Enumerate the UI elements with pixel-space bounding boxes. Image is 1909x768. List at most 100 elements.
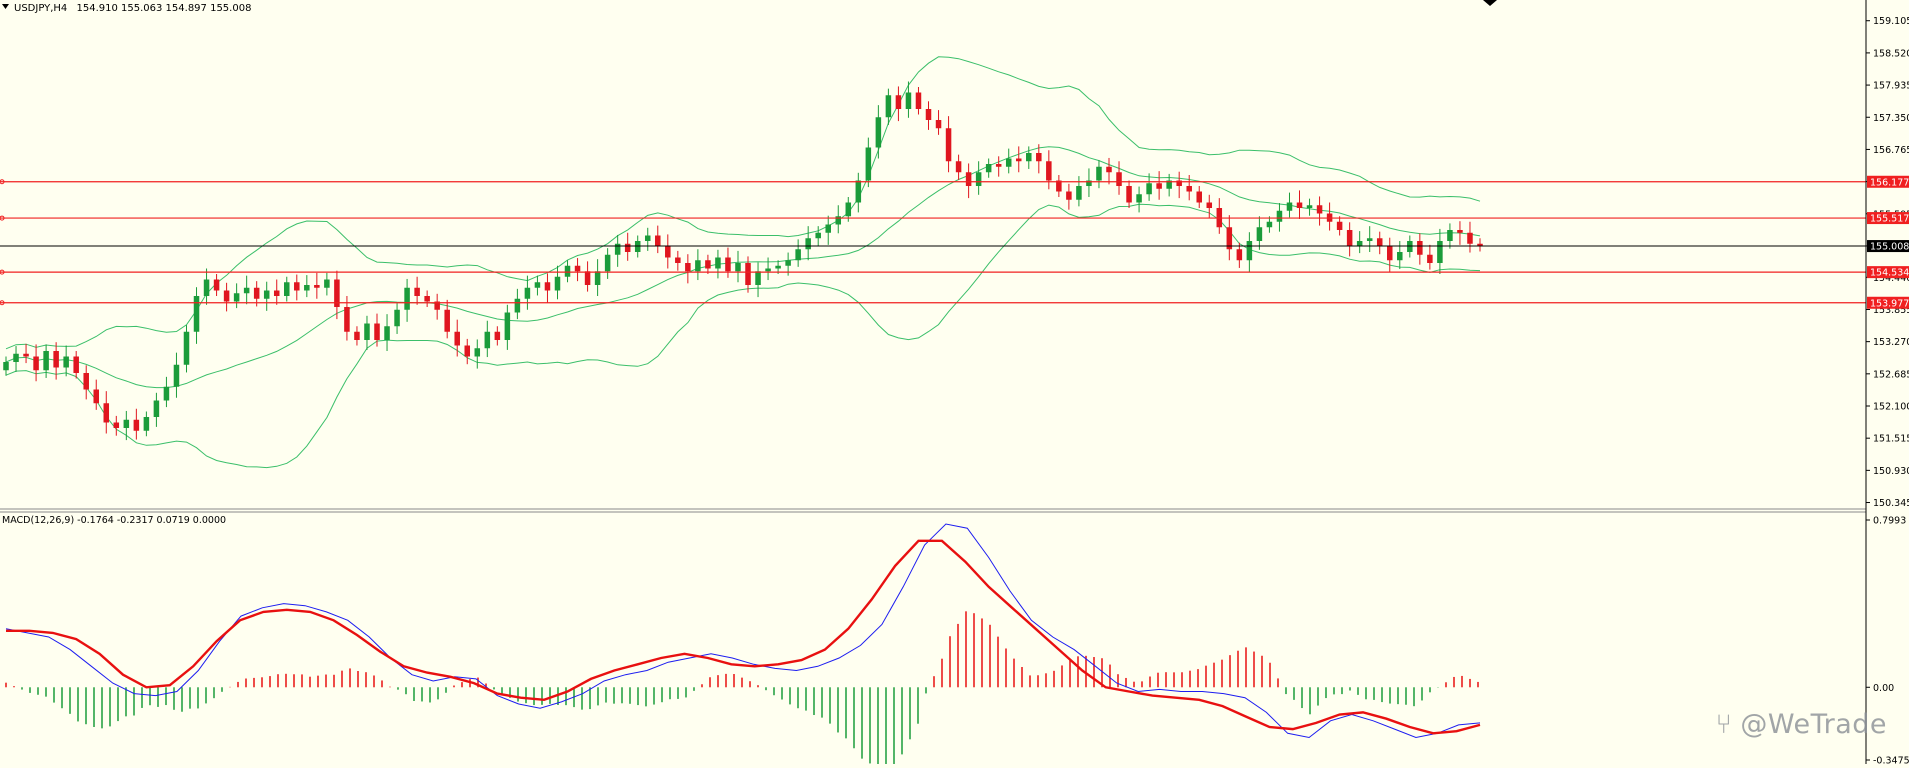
- candle-body: [965, 172, 972, 186]
- candle-body: [1366, 238, 1373, 241]
- macd-signal-line: [6, 539, 1481, 735]
- candle-body: [1176, 180, 1182, 186]
- candle-body: [985, 164, 992, 173]
- price-tick-label: 157.935: [1873, 81, 1909, 92]
- candle-body: [665, 246, 671, 258]
- candle-body: [1467, 232, 1473, 244]
- candle-body: [1266, 221, 1273, 228]
- candle-body: [745, 263, 751, 285]
- candle-body: [1376, 238, 1383, 247]
- level-price-badge: [1867, 175, 1909, 188]
- candle-body: [1477, 243, 1483, 247]
- candle-body: [845, 202, 852, 217]
- candle-body: [735, 263, 741, 272]
- candle-body: [1136, 194, 1142, 203]
- candle-body: [1026, 153, 1032, 162]
- candle-body: [755, 271, 761, 285]
- level-price-label: 154.534: [1870, 268, 1909, 279]
- candle-body: [895, 95, 902, 109]
- candle-body: [1166, 180, 1172, 189]
- candle-body: [243, 287, 250, 294]
- candle-body: [474, 348, 481, 357]
- candle-body: [113, 422, 120, 428]
- candle-body: [404, 287, 410, 310]
- candle-body: [1146, 183, 1152, 195]
- candle-body: [805, 238, 811, 250]
- level-anchor: [0, 215, 5, 221]
- candle-body: [865, 147, 872, 181]
- price-tick-label: 159.105: [1873, 16, 1909, 27]
- wetrade-watermark: ⑂ @WeTrade: [1716, 709, 1887, 740]
- candle-body: [304, 285, 310, 291]
- level-price-badge: [1867, 266, 1909, 279]
- price-tick-label: 153.855: [1873, 305, 1909, 316]
- level-anchor: [0, 300, 5, 306]
- candle-body: [584, 271, 591, 285]
- candle-body: [825, 224, 831, 233]
- candle-body: [13, 353, 19, 362]
- candle-body: [905, 92, 912, 109]
- candle-body: [1106, 166, 1112, 173]
- candle-body: [284, 282, 290, 296]
- candle-body: [955, 161, 962, 173]
- candle-body: [885, 95, 892, 118]
- one-click-trading-icon[interactable]: [1483, 0, 1497, 6]
- macd-tick-label: -0.3475: [1873, 756, 1909, 765]
- ohlc-label: 154.910 155.063 154.897 155.008: [76, 3, 251, 14]
- candle-body: [644, 235, 651, 241]
- candle-body: [1356, 241, 1363, 247]
- macd-line: [5, 523, 1481, 739]
- candle-body: [1346, 230, 1353, 247]
- candle-body: [1056, 180, 1062, 192]
- candle-body: [384, 326, 390, 340]
- candle-body: [1246, 241, 1253, 261]
- macd-tick-label: 0.00: [1873, 683, 1894, 694]
- candle-body: [173, 364, 180, 387]
- candle-body: [53, 351, 59, 368]
- candle-body: [1286, 202, 1293, 211]
- price-tick-label: 157.350: [1873, 113, 1909, 124]
- candle-body: [424, 296, 430, 302]
- candle-body: [354, 331, 360, 340]
- price-pane: [0, 56, 1866, 469]
- candle-body: [93, 389, 100, 404]
- candle-body: [334, 279, 340, 307]
- candle-body: [705, 260, 711, 269]
- candle-body: [765, 268, 771, 272]
- candle-body: [163, 386, 170, 401]
- candle-body: [504, 312, 511, 340]
- candle-body: [1386, 246, 1393, 261]
- bollinger-middle-band: [5, 146, 1481, 389]
- candle-body: [103, 403, 110, 423]
- candle-body: [1296, 202, 1303, 208]
- macd-tick-label: 0.7993: [1873, 516, 1906, 527]
- candle-body: [1437, 241, 1443, 263]
- candle-body: [1336, 221, 1343, 230]
- candle-body: [725, 257, 731, 272]
- candle-body: [3, 362, 9, 371]
- candle-body: [775, 265, 781, 269]
- candle-body: [43, 351, 49, 371]
- candle-body: [1126, 186, 1132, 203]
- candle-body: [23, 353, 29, 357]
- candle-body: [995, 164, 1002, 167]
- level-price-badge: [1867, 212, 1909, 225]
- collapse-triangle-icon[interactable]: [2, 4, 9, 9]
- bollinger-lower-band: [5, 203, 1481, 469]
- candle-body: [63, 356, 69, 368]
- candle-body: [213, 279, 220, 291]
- candle-body: [514, 298, 521, 313]
- candle-body: [1086, 180, 1092, 186]
- candle-body: [835, 216, 842, 225]
- candle-body: [614, 243, 621, 255]
- candle-body: [1096, 166, 1102, 181]
- candle-body: [133, 419, 140, 431]
- candle-body: [294, 282, 300, 291]
- candle-body: [273, 290, 280, 296]
- level-price-badge: [1867, 296, 1909, 309]
- candle-body: [153, 400, 160, 417]
- price-tick-label: 150.345: [1873, 498, 1909, 509]
- candle-body: [875, 117, 882, 148]
- candle-body: [253, 287, 260, 299]
